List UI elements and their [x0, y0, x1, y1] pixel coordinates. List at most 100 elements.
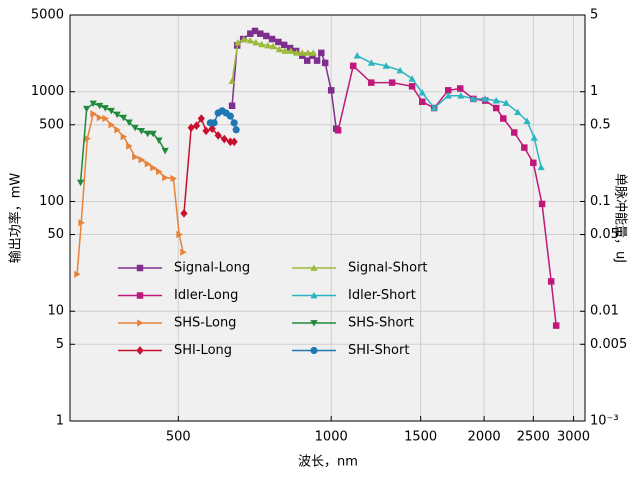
- marker: [349, 62, 357, 70]
- marker: [96, 114, 104, 122]
- y2-tick-label: 5: [590, 8, 598, 23]
- marker: [136, 292, 144, 299]
- y-tick-label: 50: [47, 227, 64, 242]
- marker: [136, 346, 144, 355]
- marker: [530, 134, 538, 141]
- plot-area: [70, 15, 585, 421]
- marker: [396, 66, 404, 74]
- marker: [298, 49, 306, 56]
- marker: [310, 320, 318, 327]
- marker: [170, 174, 178, 183]
- marker: [293, 49, 301, 56]
- legend-label: SHS-Short: [348, 316, 414, 331]
- marker: [74, 270, 81, 278]
- marker: [408, 83, 416, 90]
- y2-tick-label: 0.5: [590, 117, 611, 132]
- marker: [444, 92, 452, 99]
- y-tick-label: 500: [39, 117, 64, 132]
- marker: [226, 137, 234, 147]
- marker: [149, 130, 157, 138]
- marker: [107, 107, 115, 115]
- marker: [269, 42, 277, 50]
- marker: [197, 114, 205, 123]
- marker: [234, 39, 242, 46]
- marker: [108, 121, 115, 129]
- marker: [500, 115, 507, 122]
- marker: [150, 164, 157, 172]
- marker: [353, 52, 361, 59]
- marker: [382, 62, 390, 69]
- marker: [210, 119, 218, 127]
- marker: [492, 97, 500, 104]
- marker: [101, 105, 109, 112]
- marker: [83, 105, 91, 113]
- marker: [310, 264, 318, 271]
- y-axis-label: 输出功率，mW: [8, 173, 24, 264]
- marker: [523, 117, 531, 124]
- marker: [530, 159, 537, 167]
- marker: [419, 98, 426, 106]
- marker: [247, 30, 254, 37]
- marker: [76, 179, 85, 187]
- marker: [257, 30, 264, 37]
- marker: [537, 163, 545, 171]
- y2-axis-label: 单脉冲能量，uJ: [613, 173, 628, 263]
- marker: [226, 112, 234, 120]
- marker: [313, 57, 321, 64]
- marker: [547, 278, 555, 285]
- marker: [214, 131, 222, 140]
- x-tick-label: 1500: [404, 430, 437, 445]
- marker: [155, 137, 163, 145]
- marker: [445, 87, 452, 94]
- marker: [327, 87, 335, 94]
- legend-label: Signal-Short: [348, 261, 428, 276]
- y2-tick-label: 10⁻³: [590, 414, 619, 429]
- marker: [246, 37, 254, 44]
- x-tick-label: 2500: [517, 430, 550, 445]
- marker: [90, 110, 97, 118]
- marker: [514, 108, 522, 116]
- legend-label: Signal-Long: [174, 261, 250, 276]
- marker: [228, 102, 236, 109]
- y-tick-label: 1: [56, 414, 64, 429]
- marker: [418, 89, 426, 96]
- marker: [208, 124, 216, 134]
- marker: [162, 174, 169, 182]
- marker: [113, 111, 121, 119]
- marker: [263, 32, 270, 40]
- legend-label: Idler-Long: [174, 288, 238, 303]
- marker: [318, 49, 325, 57]
- x-tick-label: 3000: [557, 430, 590, 445]
- marker: [119, 114, 128, 122]
- marker: [136, 264, 144, 272]
- marker: [230, 137, 238, 147]
- marker: [125, 119, 133, 127]
- marker: [143, 130, 152, 138]
- marker: [286, 44, 294, 52]
- marker: [187, 123, 195, 133]
- marker: [131, 124, 139, 132]
- marker: [310, 291, 318, 299]
- marker: [120, 133, 128, 141]
- marker: [304, 49, 312, 56]
- marker: [102, 114, 109, 123]
- marker: [96, 102, 104, 110]
- y-tick-label: 100: [39, 194, 64, 209]
- marker: [192, 121, 201, 131]
- marker: [521, 144, 528, 151]
- marker: [180, 209, 188, 218]
- marker: [303, 57, 311, 64]
- marker: [268, 35, 276, 43]
- marker: [281, 47, 289, 54]
- marker: [457, 92, 465, 99]
- marker: [78, 219, 85, 227]
- marker: [180, 248, 187, 256]
- marker: [275, 45, 283, 53]
- legend-label: SHS-Long: [174, 316, 236, 331]
- marker: [538, 200, 546, 208]
- y-tick-label: 10: [47, 304, 64, 319]
- marker: [309, 49, 317, 56]
- marker: [251, 27, 259, 35]
- y2-tick-label: 0.05: [590, 227, 619, 242]
